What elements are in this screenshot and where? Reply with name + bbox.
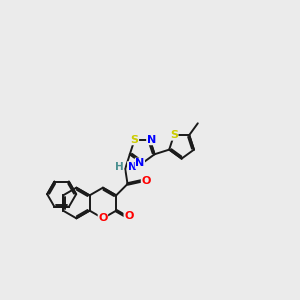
Text: N: N (135, 158, 145, 168)
Text: S: S (130, 135, 139, 145)
Text: O: O (98, 213, 108, 223)
Text: N: N (147, 135, 156, 145)
Text: O: O (141, 176, 151, 186)
Text: N: N (128, 162, 136, 172)
Text: O: O (124, 212, 134, 221)
Text: H: H (115, 162, 124, 172)
Text: S: S (170, 130, 178, 140)
